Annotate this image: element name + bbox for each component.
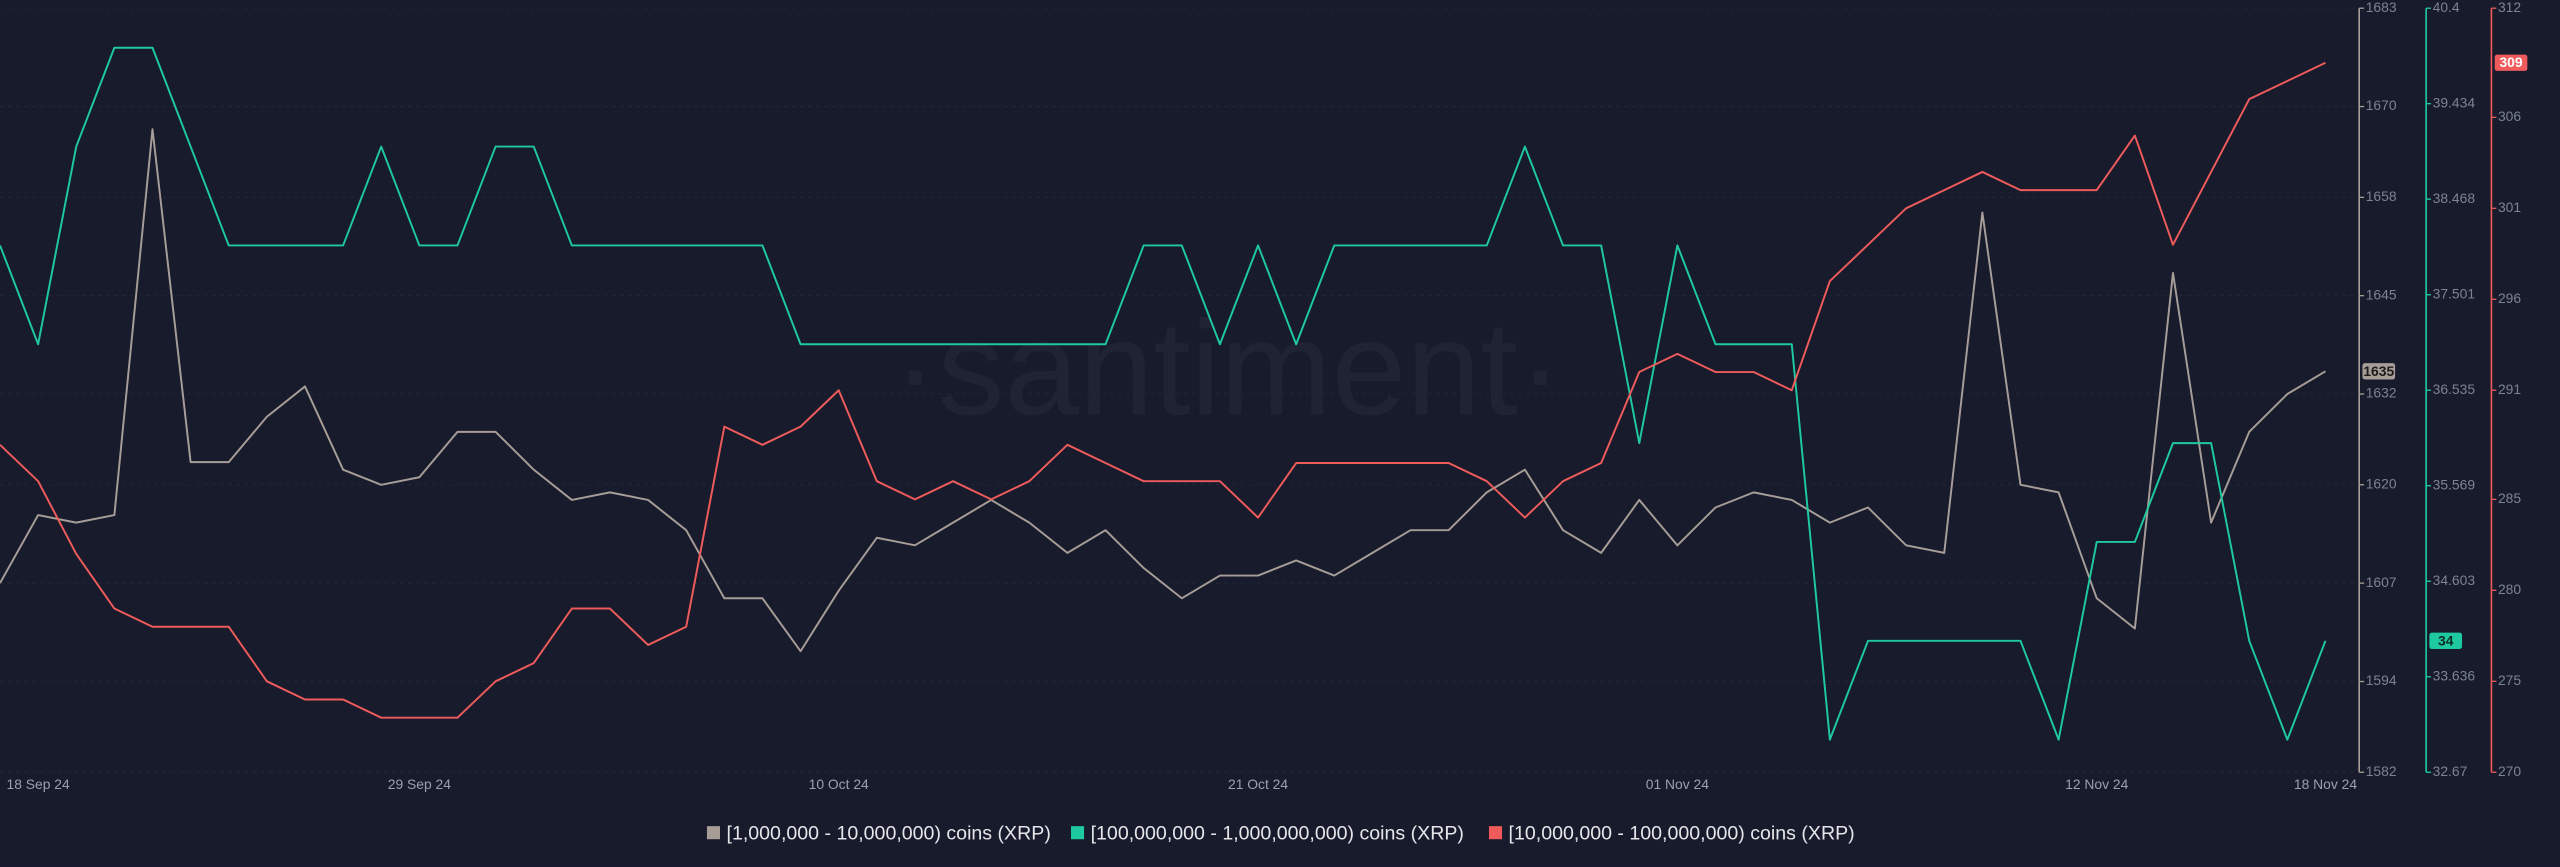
x-tick-label: 21 Oct 24 <box>1228 776 1288 792</box>
y-tick-label: 312 <box>2498 0 2521 15</box>
y-tick-label: 1670 <box>2366 97 2397 113</box>
x-tick-label: 01 Nov 24 <box>1646 776 1709 792</box>
x-tick-label: 18 Nov 24 <box>2294 776 2357 792</box>
legend-label: [1,000,000 - 10,000,000) coins (XRP) <box>727 822 1051 844</box>
y-tick-label: 35.569 <box>2433 476 2476 492</box>
y-tick-label: 33.636 <box>2433 667 2476 683</box>
x-tick-label: 10 Oct 24 <box>809 776 869 792</box>
y-tick-label: 1594 <box>2366 672 2397 688</box>
y-tick-label: 40.4 <box>2433 0 2460 15</box>
last-value-badge <box>2494 54 2528 71</box>
y-tick-label: 1645 <box>2366 286 2397 302</box>
legend-label: [100,000,000 - 1,000,000,000) coins (XRP… <box>1091 822 1464 844</box>
x-tick-label: 29 Sep 24 <box>388 776 451 792</box>
y-tick-label: 270 <box>2498 763 2521 779</box>
last-value-label: 34 <box>2438 632 2454 648</box>
y-tick-label: 1582 <box>2366 763 2397 779</box>
y-tick-label: 32.67 <box>2433 763 2468 779</box>
y-tick-label: 1620 <box>2366 475 2397 491</box>
legend-swatch <box>1071 826 1085 840</box>
y-tick-label: 296 <box>2498 290 2521 306</box>
y-tick-label: 285 <box>2498 490 2521 506</box>
x-tick-label: 18 Sep 24 <box>7 776 70 792</box>
legend-swatch <box>1488 826 1503 840</box>
last-value-label: 1635 <box>2363 363 2394 379</box>
series-line <box>0 46 2327 741</box>
last-value-label: 309 <box>2499 54 2522 70</box>
series-line <box>0 128 2326 653</box>
y-tick-label: 1632 <box>2366 385 2397 401</box>
y-tick-label: 291 <box>2498 381 2521 397</box>
last-value-badge <box>2362 363 2396 380</box>
legend-swatch <box>706 826 720 840</box>
y-tick-label: 37.501 <box>2433 285 2476 301</box>
y-tick-label: 280 <box>2498 581 2521 597</box>
legend: [1,000,000 - 10,000,000) coins (XRP) [100… <box>706 822 1855 844</box>
y-tick-label: 301 <box>2498 199 2521 215</box>
y-tick-label: 39.434 <box>2433 94 2476 110</box>
y-tick-label: 1683 <box>2366 0 2397 15</box>
last-value-badge <box>2429 632 2463 649</box>
y-tick-label: 1658 <box>2366 188 2397 204</box>
y-tick-label: 34.603 <box>2433 572 2476 588</box>
series-line <box>0 61 2326 719</box>
y-tick-label: 36.535 <box>2433 381 2476 397</box>
legend-label: [10,000,000 - 100,000,000) coins (XRP) <box>1509 822 1855 844</box>
y-tick-label: 38.468 <box>2433 190 2476 206</box>
y-tick-label: 1607 <box>2366 574 2397 590</box>
watermark: ·santiment· <box>893 294 1563 443</box>
y-tick-label: 306 <box>2498 108 2521 124</box>
x-tick-label: 12 Nov 24 <box>2065 776 2128 792</box>
y-tick-label: 275 <box>2498 672 2521 688</box>
